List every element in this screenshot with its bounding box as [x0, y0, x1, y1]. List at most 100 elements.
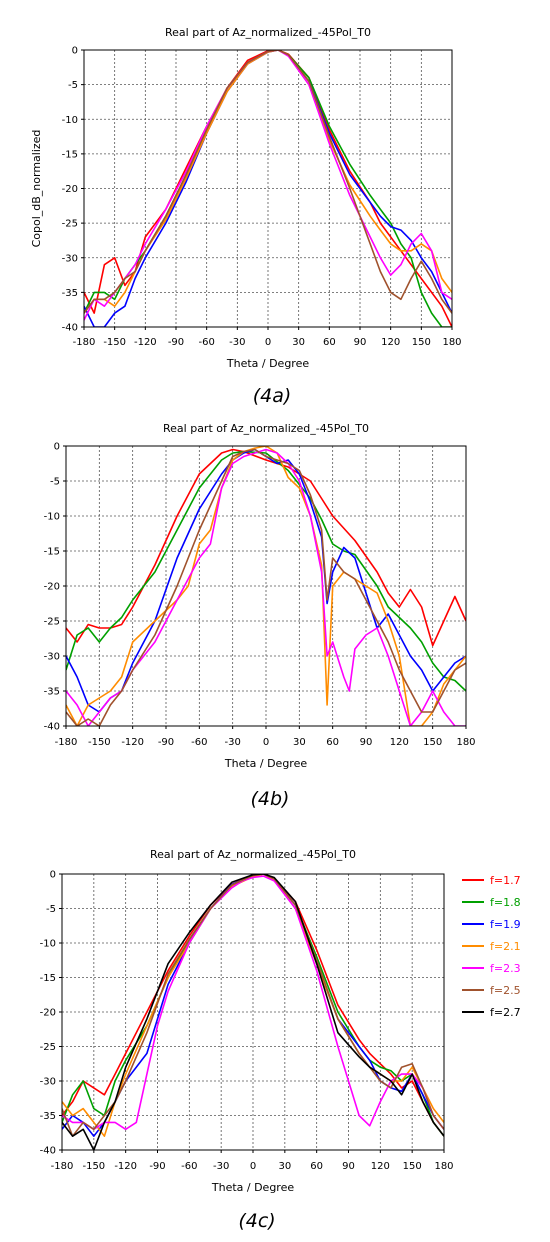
- x-tick-label: -30: [229, 337, 245, 348]
- x-axis-label: Theta / Degree: [211, 1181, 294, 1194]
- chart-title: Real part of Az_normalized_-45Pol_T0: [150, 848, 356, 861]
- x-tick-label: 180: [456, 737, 475, 748]
- x-tick-label: 30: [278, 1161, 291, 1172]
- x-tick-label: -120: [134, 337, 157, 348]
- chart-panel-3: Real part of Az_normalized_-45Pol_T0 -180…: [40, 848, 521, 1232]
- y-tick-label: -25: [44, 617, 60, 628]
- chart-panel-1: Real part of Az_normalized_-45Pol_T0 -180…: [30, 26, 462, 407]
- x-tick-label: 120: [381, 337, 400, 348]
- y-tick-label: -35: [62, 288, 78, 299]
- x-tick-label: 90: [354, 337, 367, 348]
- y-tick-label: -15: [44, 547, 60, 558]
- y-tick-label: -5: [68, 80, 78, 91]
- y-tick-label: -40: [62, 323, 78, 334]
- legend-label: f=2.1: [490, 940, 521, 953]
- series-line-f=1.9: [62, 874, 444, 1137]
- x-tick-label: 30: [292, 337, 305, 348]
- series-line-f=2.5: [62, 874, 444, 1137]
- x-tick-label: -180: [51, 1161, 74, 1172]
- x-tick-label: 60: [323, 337, 336, 348]
- x-tick-label: -30: [213, 1161, 229, 1172]
- x-tick-label: -150: [82, 1161, 105, 1172]
- series-line-f=1.7: [84, 50, 452, 327]
- x-tick-label: -90: [158, 737, 174, 748]
- chart-title: Real part of Az_normalized_-45Pol_T0: [163, 422, 369, 435]
- x-tick-label: 120: [390, 737, 409, 748]
- series-line-f=1.9: [84, 50, 452, 327]
- chart-title: Real part of Az_normalized_-45Pol_T0: [165, 26, 371, 39]
- figure-caption: (4b): [251, 788, 290, 810]
- series-line-f=1.7: [62, 874, 444, 1137]
- series-line-f=1.8: [66, 450, 466, 692]
- figure-caption: (4a): [253, 385, 292, 407]
- y-tick-label: -15: [40, 973, 56, 984]
- x-tick-label: -120: [121, 737, 144, 748]
- x-tick-label: -90: [168, 337, 184, 348]
- legend-label: f=1.9: [490, 918, 521, 931]
- x-tick-label: 60: [310, 1161, 323, 1172]
- x-tick-label: 90: [360, 737, 373, 748]
- x-tick-label: -90: [149, 1161, 165, 1172]
- y-tick-label: -10: [44, 512, 60, 523]
- y-tick-label: -30: [40, 1077, 56, 1088]
- x-tick-label: 120: [371, 1161, 390, 1172]
- y-tick-label: -5: [50, 477, 60, 488]
- x-tick-label: 150: [423, 737, 442, 748]
- y-tick-label: -10: [62, 115, 78, 126]
- y-tick-label: -5: [46, 904, 56, 915]
- x-tick-label: 180: [442, 337, 461, 348]
- series-line-f=2.1: [84, 50, 452, 314]
- y-axis-label: Copol_dB_normalized: [30, 130, 43, 248]
- legend-label: f=1.7: [490, 874, 521, 887]
- y-tick-label: -35: [40, 1111, 56, 1122]
- series-line-f=1.9: [66, 448, 466, 713]
- x-axis-label: Theta / Degree: [226, 357, 309, 370]
- series-line-f=1.8: [62, 874, 444, 1137]
- x-tick-label: -120: [114, 1161, 137, 1172]
- y-tick-label: -20: [44, 582, 60, 593]
- y-tick-label: -30: [62, 253, 78, 264]
- x-tick-label: 90: [342, 1161, 355, 1172]
- y-tick-label: -40: [40, 1146, 56, 1157]
- series-line-f=2.5: [84, 50, 452, 314]
- x-tick-label: 150: [403, 1161, 422, 1172]
- x-tick-label: 0: [250, 1161, 256, 1172]
- y-tick-label: 0: [54, 442, 60, 453]
- x-tick-label: 30: [293, 737, 306, 748]
- y-tick-label: -20: [62, 184, 78, 195]
- y-tick-label: -10: [40, 939, 56, 950]
- y-tick-label: -25: [62, 219, 78, 230]
- x-axis-label: Theta / Degree: [224, 757, 307, 770]
- x-tick-label: 60: [326, 737, 339, 748]
- series-line-f=2.5: [66, 448, 466, 726]
- legend-label: f=2.5: [490, 984, 521, 997]
- x-tick-label: -60: [181, 1161, 197, 1172]
- x-tick-label: -150: [88, 737, 111, 748]
- y-tick-label: -30: [44, 652, 60, 663]
- legend-label: f=1.8: [490, 896, 521, 909]
- y-tick-label: -40: [44, 722, 60, 733]
- x-tick-label: 180: [434, 1161, 453, 1172]
- y-tick-label: 0: [50, 870, 56, 881]
- series-line-f=2.3: [84, 50, 452, 321]
- y-tick-label: 0: [72, 46, 78, 57]
- x-tick-label: -60: [191, 737, 207, 748]
- x-tick-label: -30: [224, 737, 240, 748]
- x-tick-label: -150: [103, 337, 126, 348]
- x-tick-label: 0: [263, 737, 269, 748]
- y-tick-label: -15: [62, 149, 78, 160]
- y-tick-label: -35: [44, 687, 60, 698]
- series-line-f=2.1: [62, 874, 444, 1137]
- y-tick-label: -20: [40, 1008, 56, 1019]
- x-tick-label: -60: [198, 337, 214, 348]
- x-tick-label: -180: [55, 737, 78, 748]
- figure-caption: (4c): [238, 1210, 275, 1232]
- series-line-f=2.7: [62, 874, 444, 1150]
- legend-label: f=2.7: [490, 1006, 521, 1019]
- x-tick-label: -180: [73, 337, 96, 348]
- y-tick-label: -25: [40, 1042, 56, 1053]
- legend: f=1.7 f=1.8 f=1.9 f=2.1 f=2.3 f=2.5 f=2.7: [462, 874, 521, 1019]
- legend-label: f=2.3: [490, 962, 521, 975]
